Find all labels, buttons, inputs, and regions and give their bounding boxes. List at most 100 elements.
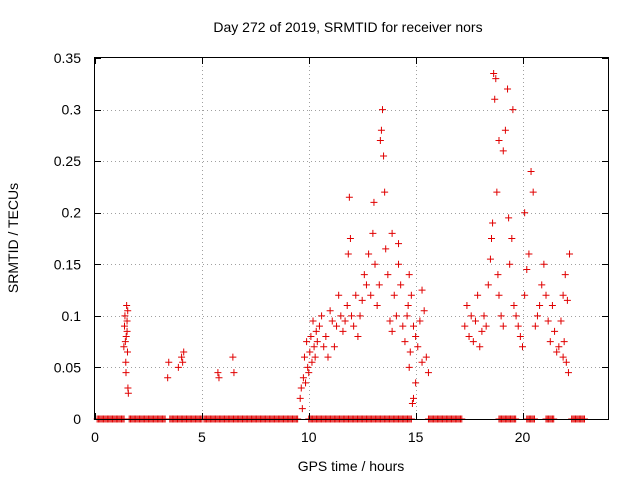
- data-point: [529, 188, 537, 196]
- data-point: [531, 322, 539, 330]
- data-point: [123, 327, 131, 335]
- data-point: [302, 379, 310, 387]
- data-point: [315, 322, 323, 330]
- data-point: [523, 265, 531, 273]
- data-point: [174, 363, 182, 371]
- data-point: [337, 312, 345, 320]
- data-point: [533, 312, 541, 320]
- data-point: [388, 327, 396, 335]
- data-point: [380, 152, 388, 160]
- x-tick-label: 15: [408, 429, 424, 445]
- data-point: [499, 322, 507, 330]
- data-point: [499, 147, 507, 155]
- data-point: [510, 302, 518, 310]
- data-point: [341, 317, 349, 325]
- data-points: [120, 69, 574, 413]
- data-point: [516, 332, 524, 340]
- data-point: [309, 317, 317, 325]
- data-point: [120, 343, 128, 351]
- data-point: [354, 332, 362, 340]
- x-tick-label: 10: [301, 429, 317, 445]
- x-tick-label: 0: [91, 429, 99, 445]
- data-point: [123, 302, 131, 310]
- data-point: [409, 394, 417, 402]
- data-point: [371, 260, 379, 268]
- data-point: [313, 338, 321, 346]
- data-point: [406, 348, 414, 356]
- plot-frame: [94, 57, 609, 420]
- data-point: [555, 343, 563, 351]
- data-point: [404, 302, 412, 310]
- data-point: [412, 379, 420, 387]
- data-point: [559, 291, 567, 299]
- data-point: [559, 353, 567, 361]
- data-point: [489, 219, 497, 227]
- data-point: [422, 353, 430, 361]
- data-point: [318, 312, 326, 320]
- data-point: [382, 245, 390, 253]
- data-point: [230, 369, 238, 377]
- data-point: [490, 69, 498, 77]
- data-point: [504, 85, 512, 93]
- data-point: [367, 291, 375, 299]
- data-point: [397, 281, 405, 289]
- data-point: [122, 332, 130, 340]
- data-point: [165, 358, 173, 366]
- data-point: [403, 312, 411, 320]
- data-point: [299, 374, 307, 382]
- data-point: [304, 363, 312, 371]
- data-point: [333, 322, 341, 330]
- data-point: [467, 312, 475, 320]
- data-point: [512, 312, 520, 320]
- data-point: [121, 312, 129, 320]
- data-point: [544, 317, 552, 325]
- data-point: [388, 229, 396, 237]
- data-point: [476, 343, 484, 351]
- data-point: [300, 353, 308, 361]
- data-point: [310, 343, 318, 351]
- data-point: [179, 358, 187, 366]
- data-point: [407, 291, 415, 299]
- data-point: [384, 271, 392, 279]
- data-point: [414, 343, 422, 351]
- data-point: [123, 317, 131, 325]
- data-point: [305, 369, 313, 377]
- data-point: [229, 353, 237, 361]
- data-point: [482, 322, 490, 330]
- data-point: [465, 332, 473, 340]
- data-point: [356, 312, 364, 320]
- data-point: [493, 188, 501, 196]
- data-point: [370, 198, 378, 206]
- data-point: [536, 302, 544, 310]
- data-point: [395, 260, 403, 268]
- data-point: [373, 302, 381, 310]
- data-point: [377, 126, 385, 134]
- chart-title: Day 272 of 2019, SRMTID for receiver nor…: [213, 19, 482, 35]
- data-point: [563, 296, 571, 304]
- data-point: [360, 271, 368, 279]
- data-point: [486, 255, 494, 263]
- data-point: [469, 338, 477, 346]
- data-point: [418, 358, 426, 366]
- data-point: [409, 322, 417, 330]
- data-point: [521, 291, 529, 299]
- data-point: [412, 332, 420, 340]
- data-point: [495, 137, 503, 145]
- data-point: [508, 235, 516, 242]
- data-point: [540, 260, 548, 268]
- data-point: [303, 338, 311, 346]
- data-point: [461, 322, 469, 330]
- data-point: [405, 363, 413, 371]
- y-tick-label: 0.3: [62, 102, 82, 118]
- data-point: [557, 317, 565, 325]
- data-point: [297, 384, 305, 392]
- y-axis-ticks: 0 0.05 0.1 0.15 0.2 0.25 0.3 0.35: [54, 50, 608, 427]
- x-axis-ticks: 0 5 10 15 20: [91, 58, 530, 445]
- data-point: [506, 260, 514, 268]
- data-point: [378, 106, 386, 114]
- data-point: [418, 286, 426, 294]
- data-point: [352, 291, 360, 299]
- data-point: [358, 296, 366, 304]
- data-point: [330, 343, 338, 351]
